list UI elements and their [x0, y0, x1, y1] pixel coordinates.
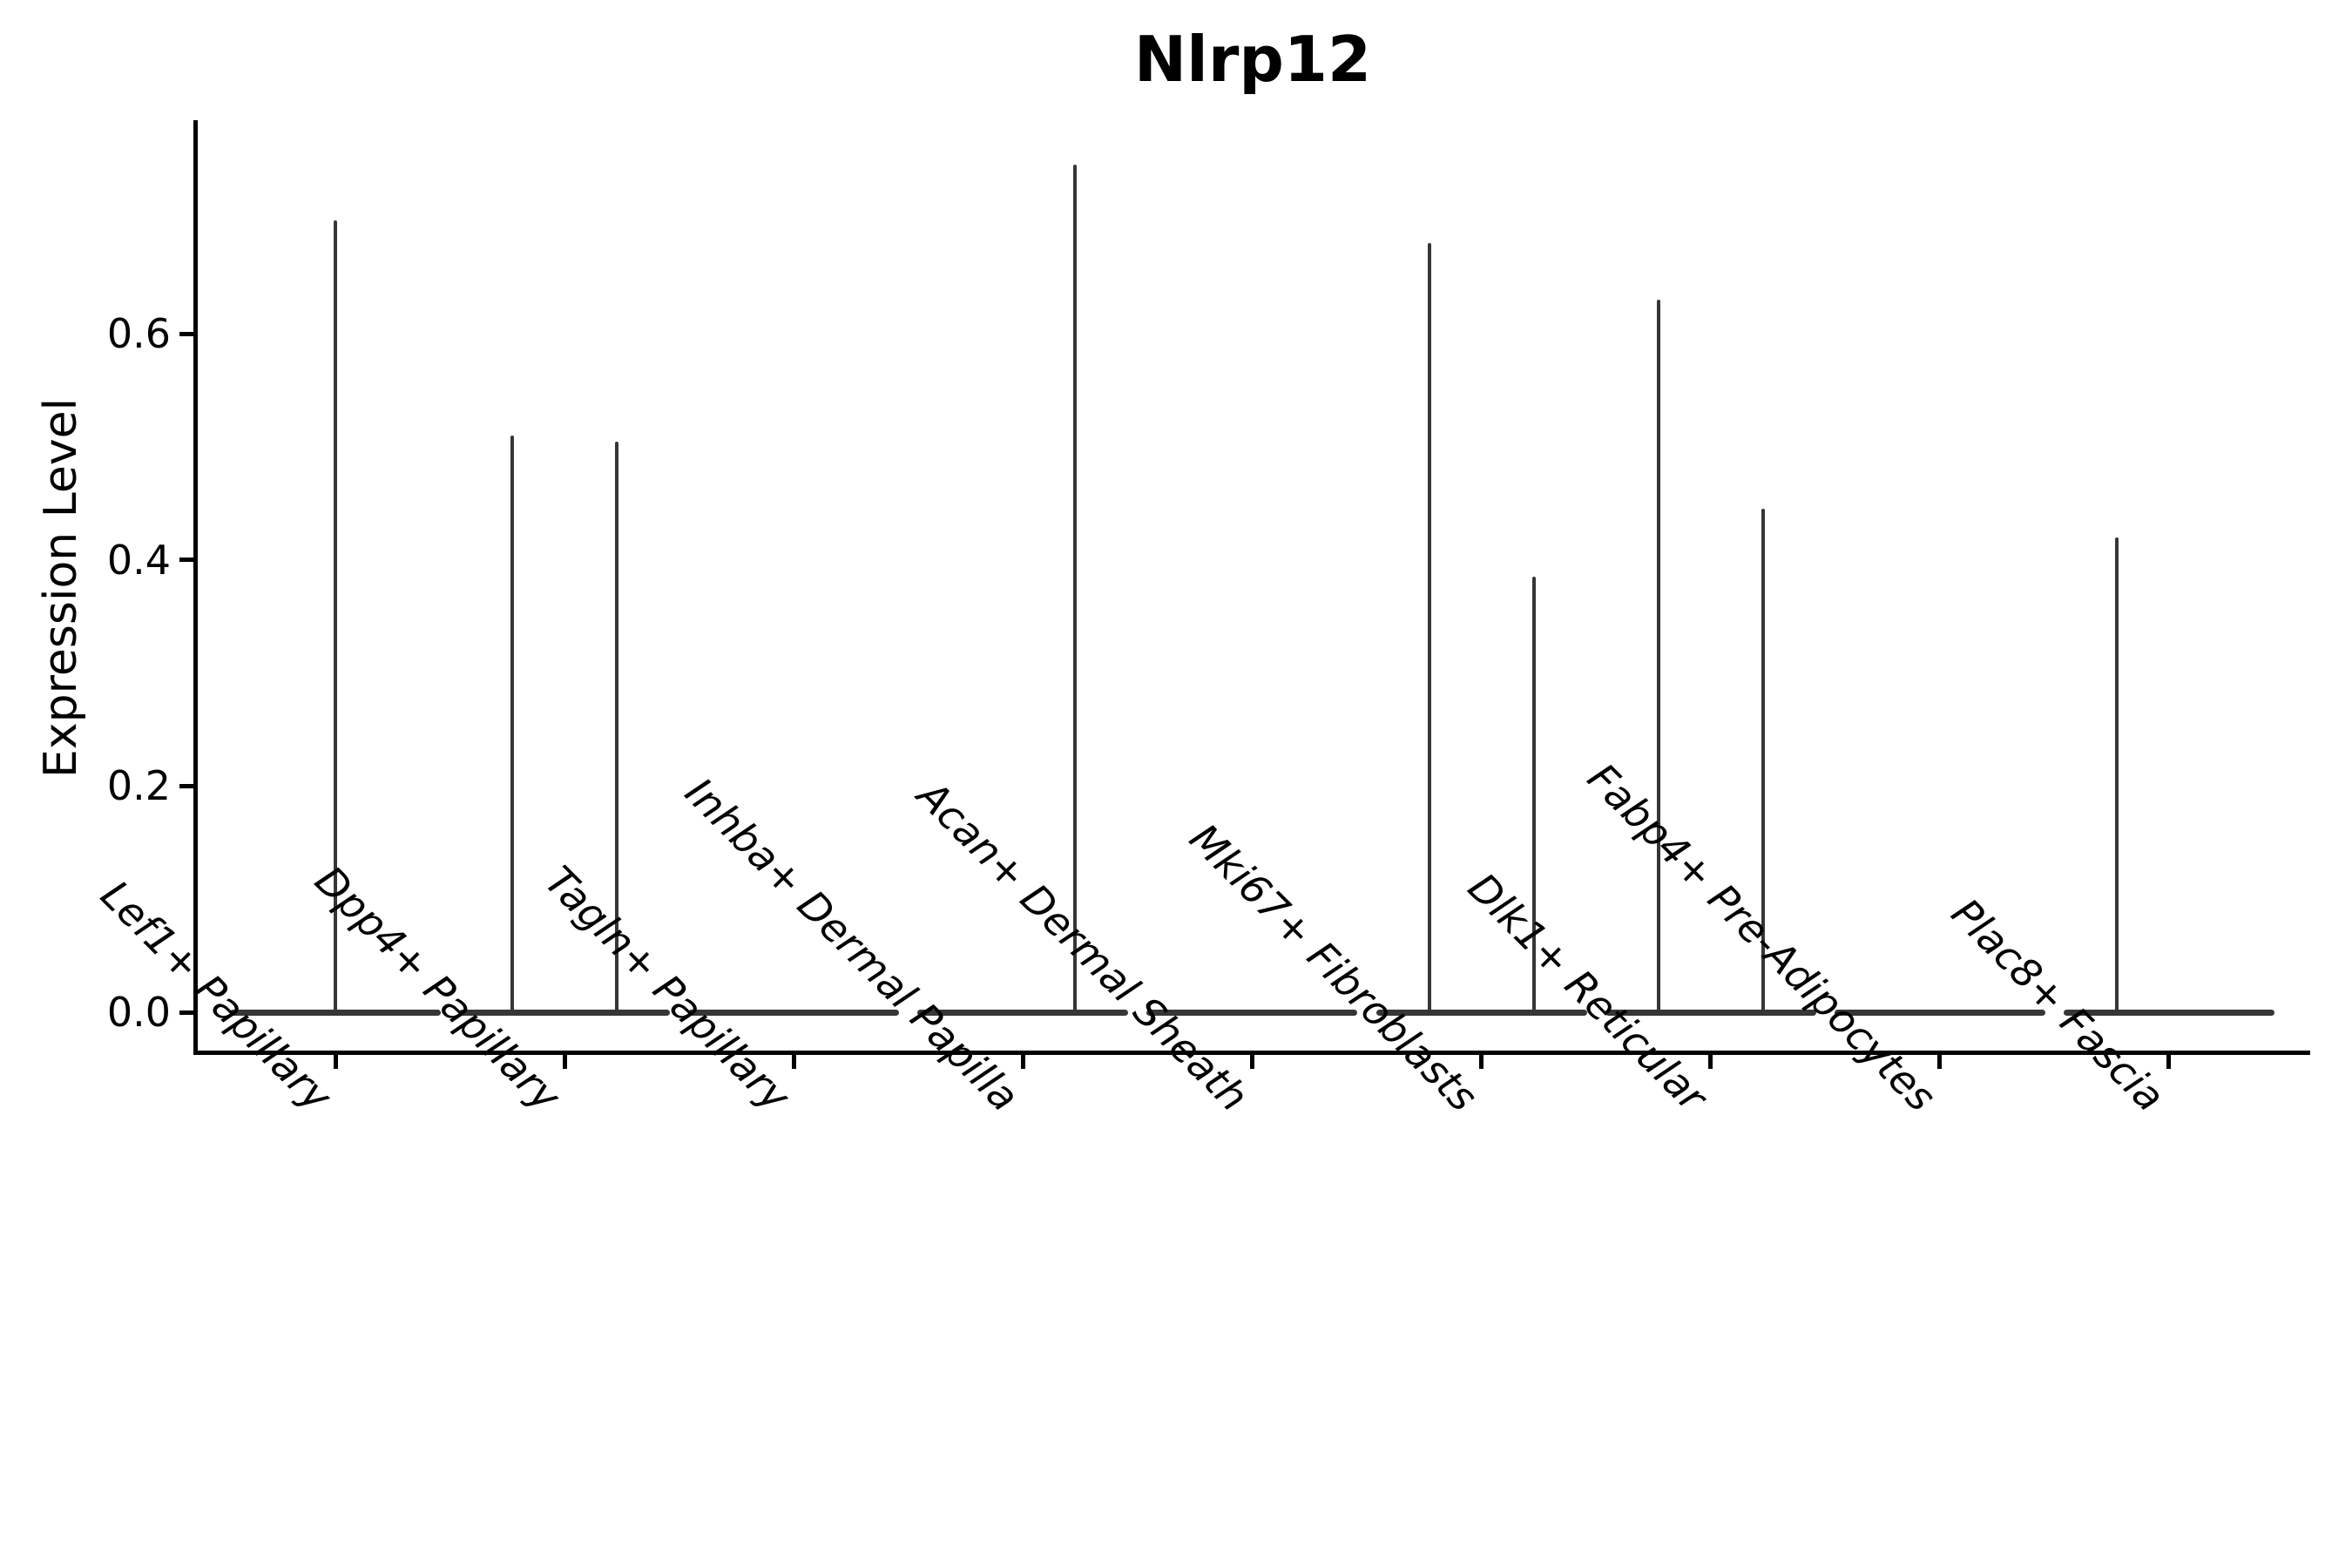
- violin-spike: [1656, 300, 1660, 1012]
- violin-body: [459, 1009, 671, 1016]
- y-tick-label: 0.2: [106, 762, 171, 810]
- violin-spike: [2114, 537, 2119, 1012]
- x-tick-label: Plac8+ Fascia: [1943, 889, 2174, 1121]
- x-axis-spine: [193, 1051, 2310, 1055]
- violin-spike: [1073, 164, 1078, 1012]
- x-tick-label: Dlk1+ Reticular: [1458, 863, 1716, 1121]
- y-tick: [179, 558, 193, 563]
- x-tick: [1020, 1055, 1025, 1069]
- violin-body: [2063, 1009, 2274, 1016]
- violin-spike: [1531, 577, 1536, 1012]
- violin-body: [917, 1009, 1129, 1016]
- violin-body: [688, 1009, 900, 1016]
- violin-spike: [334, 220, 337, 1012]
- violin-body: [1146, 1009, 1358, 1016]
- x-tick: [562, 1055, 567, 1069]
- x-tick: [2166, 1055, 2172, 1069]
- x-tick: [1479, 1055, 1484, 1069]
- violin-body: [1605, 1009, 1816, 1016]
- plot-title: Nlrp12: [1133, 23, 1372, 96]
- violin-spike: [615, 441, 619, 1012]
- y-tick: [179, 331, 193, 336]
- y-tick-label: 0.4: [106, 536, 171, 584]
- x-tick: [333, 1055, 338, 1069]
- x-tick: [1249, 1055, 1254, 1069]
- y-axis-spine: [193, 120, 198, 1055]
- x-tick-label: Dpp4+ Papillary: [306, 856, 571, 1121]
- violin-spike: [510, 436, 515, 1012]
- violin-body: [1834, 1009, 2045, 1016]
- x-tick: [1937, 1055, 1943, 1069]
- x-tick-label: Tagln+ Papillary: [535, 856, 800, 1121]
- violin-spike: [1761, 509, 1765, 1012]
- x-tick: [1708, 1055, 1713, 1069]
- x-tick: [791, 1055, 796, 1069]
- violin-spike: [1427, 243, 1431, 1012]
- violin-body: [1375, 1009, 1587, 1016]
- violin-body: [230, 1009, 441, 1016]
- y-tick: [179, 1010, 193, 1015]
- y-tick-label: 0.0: [106, 989, 171, 1036]
- y-tick-label: 0.6: [106, 310, 171, 358]
- y-tick: [179, 783, 193, 788]
